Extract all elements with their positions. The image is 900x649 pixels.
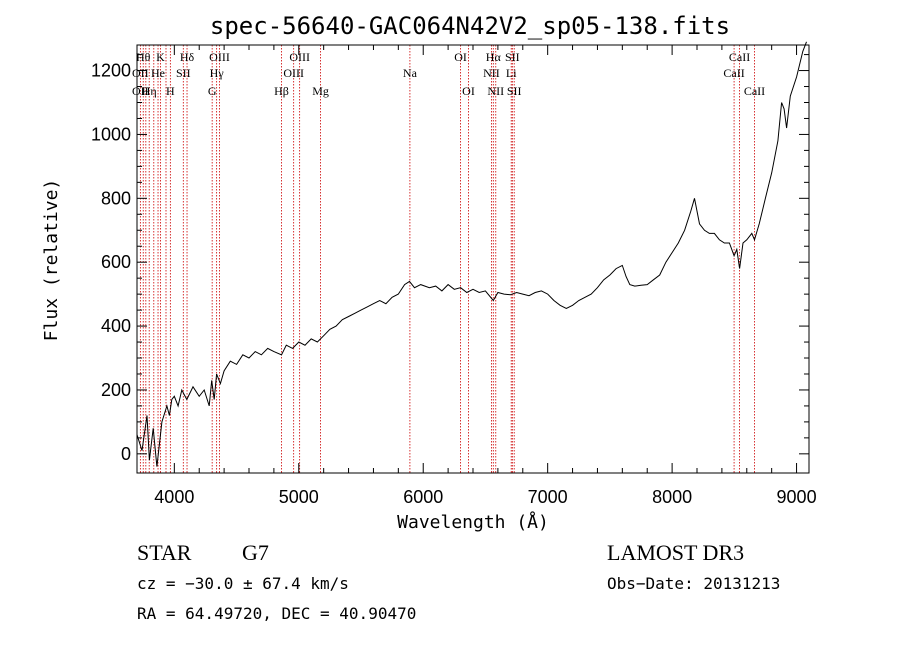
line-label-r0-5: OI	[454, 50, 467, 64]
y-tick-label-600: 600	[101, 252, 131, 272]
line-label-r1-6: NII	[483, 66, 500, 80]
x-tick-label-6000: 6000	[403, 487, 443, 507]
line-label-r0-2: Hδ	[180, 50, 195, 64]
line-label-r1-5: Na	[403, 66, 418, 80]
y-tick-label-1000: 1000	[91, 124, 131, 144]
chart-title: spec-56640-GAC064N42V2_sp05-138.fits	[210, 12, 730, 40]
spectral-subclass: G7	[242, 540, 269, 565]
line-label-r1-7: Li	[506, 66, 517, 80]
x-axis-ticks: 4000 5000 6000 7000 8000 9000	[154, 45, 817, 507]
line-label-r0-7: SII	[505, 50, 520, 64]
line-label-r2-8: SII	[507, 84, 522, 98]
line-label-r2-6: OI	[462, 84, 475, 98]
line-label-r1-1: He	[151, 66, 165, 80]
line-label-r2-5: Mg	[312, 84, 329, 98]
survey-name: LAMOST DR3	[607, 540, 744, 565]
y-tick-label-200: 200	[101, 380, 131, 400]
line-label-r0-4: OIII	[289, 50, 310, 64]
y-axis-label: Flux (relative)	[41, 179, 62, 342]
line-label-r0-0: Hθ	[136, 50, 151, 64]
y-tick-label-0: 0	[121, 444, 131, 464]
x-axis-label: Wavelength (Å)	[397, 511, 549, 533]
spectrum-series-line	[136, 41, 807, 467]
y-tick-label-800: 800	[101, 188, 131, 208]
plot-frame	[136, 44, 810, 474]
redshift-velocity: cz = −30.0 ± 67.4 km/s	[137, 574, 349, 593]
x-tick-label-5000: 5000	[279, 487, 319, 507]
object-type: STAR	[137, 540, 192, 565]
y-axis-ticks: 0 200 400 600 800 1000 1200	[91, 54, 809, 464]
y-tick-label-400: 400	[101, 316, 131, 336]
line-label-r1-8: CaII	[723, 66, 744, 80]
line-label-r2-3: G	[208, 84, 217, 98]
line-label-r2-4: Hβ	[274, 84, 289, 98]
sky-coordinates: RA = 64.49720, DEC = 40.90470	[137, 604, 416, 623]
line-label-r1-4: OIII	[283, 66, 304, 80]
x-tick-label-9000: 9000	[777, 487, 817, 507]
x-tick-label-4000: 4000	[154, 487, 194, 507]
line-label-r1-2: SII	[176, 66, 191, 80]
line-label-r1-0: OII	[132, 66, 149, 80]
line-label-r0-3: OIII	[209, 50, 230, 64]
line-label-r2-2: H	[166, 84, 175, 98]
y-tick-label-1200: 1200	[91, 61, 131, 81]
line-label-r1-3: Hγ	[210, 66, 225, 80]
line-label-r0-8: CaII	[729, 50, 750, 64]
line-label-r2-1: Hη	[142, 84, 157, 98]
line-label-r0-1: K	[156, 50, 165, 64]
observation-date: Obs−Date: 20131213	[607, 574, 780, 593]
line-label-r0-6: Hα	[486, 50, 502, 64]
x-tick-label-8000: 8000	[652, 487, 692, 507]
line-label-r2-9: CaII	[744, 84, 765, 98]
line-label-r2-0: OII	[132, 84, 149, 98]
x-tick-label-7000: 7000	[528, 487, 568, 507]
line-label-r2-7: NII	[487, 84, 504, 98]
spectral-line-markers	[139, 45, 755, 473]
